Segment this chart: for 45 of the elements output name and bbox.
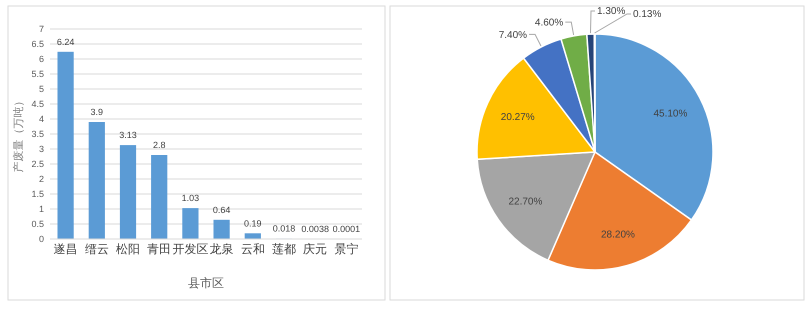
data-label: 28.20% — [601, 229, 636, 240]
data-label: 0.19 — [244, 218, 262, 228]
data-label: 4.60% — [534, 18, 564, 29]
x-tick-label: 云和 — [240, 242, 265, 256]
x-tick-label: 庆元 — [303, 242, 328, 256]
y-tick-label: 1 — [38, 204, 44, 214]
x-tick-label: 青田 — [147, 242, 172, 256]
x-axis-title: 县市区 — [188, 276, 224, 290]
y-tick-label: 3 — [38, 144, 44, 154]
y-axis-title: 产废量（万吨） — [12, 96, 25, 172]
x-tick-label: 缙云 — [84, 242, 109, 256]
data-label: 0.0001 — [332, 224, 360, 234]
x-tick-label: 龙泉 — [210, 242, 234, 256]
data-label: 1.30% — [597, 6, 626, 17]
x-tick-label: 景宁 — [334, 242, 358, 256]
y-tick-label: 1.5 — [31, 188, 44, 199]
y-tick-label: 0 — [38, 234, 44, 244]
data-label: 22.70% — [508, 196, 543, 208]
y-tick-label: 4.5 — [31, 98, 44, 109]
data-label: 3.9 — [90, 107, 104, 117]
y-tick-label: 5 — [38, 84, 44, 94]
y-tick-label: 0.5 — [31, 218, 44, 229]
x-tick-label: 松阳 — [116, 242, 140, 256]
y-tick-label: 5.5 — [31, 68, 44, 79]
data-label: 0.0038 — [301, 224, 329, 234]
y-tick-label: 2.5 — [31, 158, 44, 169]
y-tick-label: 4 — [38, 114, 44, 124]
x-tick-label: 莲都 — [272, 242, 296, 256]
data-label: 0.018 — [272, 223, 296, 234]
data-label: 2.8 — [152, 140, 166, 150]
data-label: 6.24 — [56, 36, 74, 47]
y-tick-label: 6 — [38, 54, 44, 64]
data-label: 3.13 — [119, 130, 137, 140]
data-label: 0.64 — [212, 204, 230, 215]
x-tick-label: 遂昌 — [54, 242, 78, 256]
y-tick-label: 6.5 — [31, 38, 44, 49]
x-tick-label: 开发区 — [172, 242, 208, 256]
data-label: 20.27% — [500, 112, 535, 124]
y-tick-label: 3.5 — [31, 128, 44, 139]
data-label: 7.40% — [498, 30, 528, 41]
data-label: 1.03 — [182, 193, 200, 204]
y-tick-label: 2 — [38, 174, 44, 184]
data-label: 0.13% — [633, 9, 662, 20]
y-tick-label: 7 — [38, 24, 44, 34]
data-label: 45.10% — [653, 108, 688, 120]
